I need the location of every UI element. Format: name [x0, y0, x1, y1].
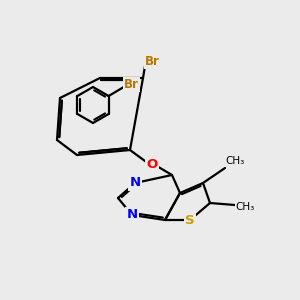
Text: O: O [146, 158, 158, 172]
Text: N: N [129, 176, 141, 190]
Text: S: S [185, 214, 195, 226]
Text: CH₃: CH₃ [236, 202, 255, 212]
Text: CH₃: CH₃ [226, 157, 245, 166]
Text: Br: Br [124, 78, 139, 91]
Text: Br: Br [145, 55, 159, 68]
Text: N: N [126, 208, 138, 221]
